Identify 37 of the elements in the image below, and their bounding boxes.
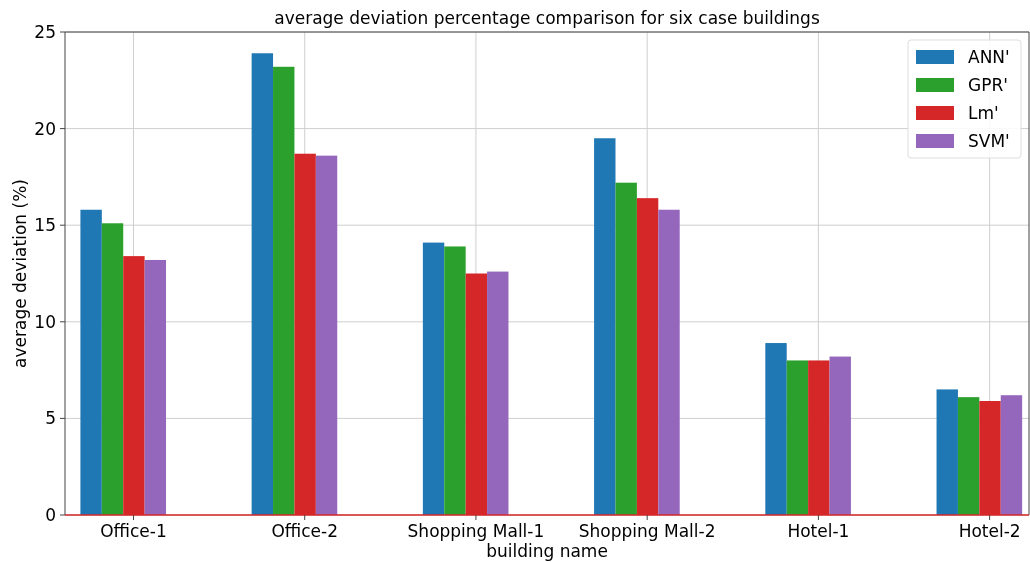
legend-label: SVM'	[968, 130, 1010, 151]
bar	[1000, 395, 1023, 515]
y-tick-label: 20	[34, 118, 56, 139]
bar	[101, 223, 124, 515]
chart-title: average deviation percentage comparison for six case buildings	[274, 8, 820, 28]
legend-label: Lm'	[968, 102, 999, 123]
bar	[487, 271, 509, 515]
bar	[315, 155, 338, 515]
x-tick-label: Hotel-2	[958, 521, 1021, 541]
bar	[786, 360, 809, 515]
bar	[615, 182, 637, 515]
bar	[144, 259, 167, 515]
legend-label: GPR'	[968, 74, 1008, 95]
bar	[251, 53, 274, 515]
x-tick-label: Shopping Mall-2	[578, 521, 716, 541]
y-axis-title: average deviation (%)	[10, 179, 30, 368]
bar	[80, 209, 102, 515]
bar	[957, 397, 980, 515]
bar	[444, 246, 466, 515]
bar	[765, 343, 787, 515]
bar	[273, 66, 295, 515]
y-tick-label: 25	[34, 21, 56, 42]
bar	[936, 389, 958, 515]
bar	[594, 138, 616, 515]
legend-label: ANN'	[968, 46, 1010, 67]
bar	[829, 356, 851, 515]
y-tick-label: 0	[45, 504, 56, 525]
x-tick-label: Office-1	[100, 521, 167, 541]
x-axis-title: building name	[486, 541, 608, 561]
y-tick-label: 5	[45, 408, 56, 429]
bar	[422, 242, 445, 515]
x-tick-label: Shopping Mall-1	[407, 521, 545, 541]
y-tick-label: 15	[34, 215, 56, 236]
y-tick-label: 10	[34, 311, 56, 332]
bar	[658, 209, 680, 515]
x-tick-label: Office-2	[271, 521, 338, 541]
x-tick-label: Hotel-1	[787, 521, 850, 541]
